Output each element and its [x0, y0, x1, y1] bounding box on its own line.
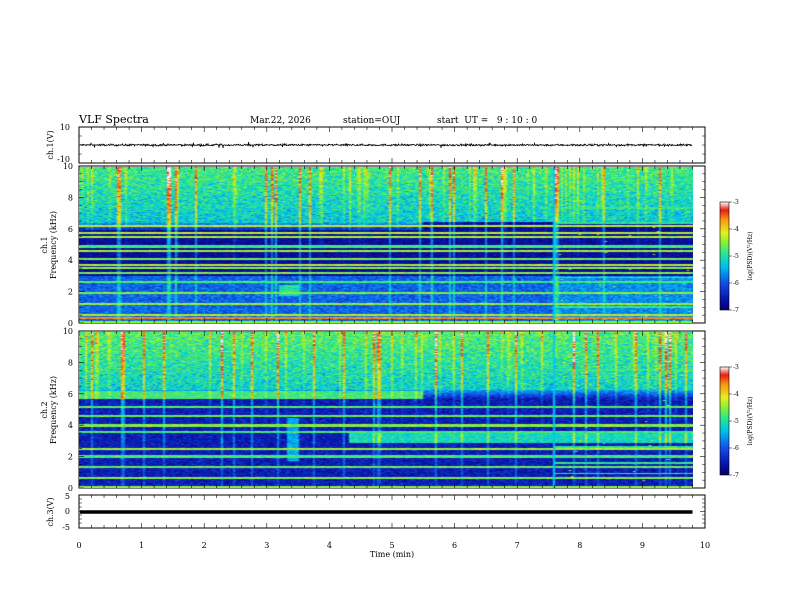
- waveform-ch1-panel: 10 -10 ch.1(V): [46, 123, 706, 164]
- spectrogram-ch1-ytick-label: 2: [68, 288, 73, 297]
- spectrogram-ch2-colorbar-label: log(PSD)(V²/Hz): [747, 397, 754, 446]
- spectrogram-ch1-ytick-label: 0: [68, 319, 73, 328]
- spectrogram-ch2-ytick-label: 4: [68, 421, 73, 430]
- waveform-ch1-ytick-bottom: -10: [57, 155, 70, 164]
- waveform-ch3-ylabel: ch.3(V): [46, 497, 55, 526]
- spectrogram-ch1-colorbar-ticks: -3 -4 -5 -6 -7: [729, 199, 739, 314]
- x-axis-tick-label: 4: [327, 541, 332, 550]
- waveform-ch3-ytick-bottom: -5: [62, 523, 70, 532]
- spectrogram-ch2-channel-label: ch.2: [40, 401, 49, 418]
- x-axis-tick-labels: 0 1 2 3 4 5 6 7 8 9 10: [76, 541, 710, 550]
- spectrogram-ch2-ytick-labels: 0 2 4 6 8 10: [63, 327, 73, 493]
- x-axis-tick-label: 3: [264, 541, 269, 550]
- spectrogram-ch1-colorbar-tick-label: -3: [733, 199, 739, 206]
- station-label: station=OUJ: [343, 116, 401, 126]
- spectrogram-ch1-ytick-label: 6: [68, 225, 73, 234]
- spectrogram-ch2-colorbar-tick-label: -6: [733, 445, 739, 452]
- waveform-ch3-panel: 5 0 -5 ch.3(V): [46, 492, 706, 532]
- spectrogram-ch1-colorbar-label: log(PSD)(V²/Hz): [747, 232, 754, 281]
- x-axis-tick-label: 5: [389, 541, 394, 550]
- spectrogram-ch2-colorbar-ticks: -3 -4 -5 -6 -7: [729, 364, 739, 479]
- x-axis-tick-label: 0: [76, 541, 81, 550]
- figure-title: VLF Spectra: [78, 113, 149, 126]
- spectrogram-ch1-colorbar: [720, 202, 729, 310]
- spectrogram-ch2-colorbar-tick-label: -7: [733, 472, 739, 479]
- spectrogram-ch1-colorbar-tick-label: -6: [733, 280, 739, 287]
- waveform-ch1-ticks: [78, 126, 706, 164]
- x-axis-tick-label: 6: [452, 541, 457, 550]
- spectrogram-ch2-colorbar: [720, 367, 729, 475]
- spectrogram-ch1-ytick-label: 4: [68, 256, 73, 265]
- spectrogram-ch2-ytick-label: 6: [68, 390, 73, 399]
- spectrogram-ch2-colorbar-tick-label: -5: [733, 418, 739, 425]
- spectrogram-ch2-ylabel: Frequency (kHz): [49, 376, 58, 444]
- waveform-ch3-ytick-top: 5: [65, 492, 70, 501]
- waveform-ch3-ytick-mid: 0: [65, 507, 70, 516]
- x-axis-tick-label: 10: [700, 541, 710, 550]
- x-axis-tick-label: 7: [515, 541, 520, 550]
- spectrogram-ch1-ytick-labels: 0 2 4 6 8 10: [63, 162, 73, 328]
- spectrogram-ch1-channel-label: ch.1: [40, 236, 49, 253]
- spectrogram-ch1-colorbar-tick-label: -5: [733, 253, 739, 260]
- x-axis-tick-label: 2: [202, 541, 207, 550]
- spectrogram-ch1-ytick-label: 8: [68, 193, 73, 202]
- spectrogram-ch1-colorbar-tick-label: -7: [733, 307, 739, 314]
- start-time-label: start UT = 9 : 10 : 0: [437, 116, 538, 126]
- waveform-ch1-ylabel: ch.1(V): [46, 130, 55, 159]
- date-label: Mar.22, 2026: [250, 116, 311, 126]
- x-axis-tick-label: 9: [640, 541, 645, 550]
- x-axis-label: Time (min): [370, 550, 414, 559]
- spectrogram-ch1-ticks: [78, 165, 706, 324]
- x-axis-tick-label: 8: [577, 541, 582, 550]
- spectrogram-ch2-ticks: [78, 330, 706, 489]
- spectrogram-ch2-image: [79, 332, 693, 488]
- spectrogram-ch1-ytick-label: 10: [63, 162, 73, 171]
- spectrogram-ch2-colorbar-tick-label: -4: [733, 391, 739, 398]
- waveform-ch3-ticks: [78, 494, 706, 529]
- spectrogram-ch2-ytick-label: 2: [68, 453, 73, 462]
- waveform-ch1-trace: [79, 141, 693, 149]
- spectrogram-ch2-colorbar-tick-label: -3: [733, 364, 739, 371]
- spectrogram-ch1-colorbar-tick-label: -4: [733, 226, 739, 233]
- spectrogram-ch2-ytick-label: 0: [68, 484, 73, 493]
- spectrogram-ch1-ylabel: Frequency (kHz): [49, 211, 58, 279]
- spectrogram-ch2-ytick-label: 8: [68, 358, 73, 367]
- spectrogram-ch1-image: [79, 167, 693, 323]
- x-axis-tick-label: 1: [139, 541, 144, 550]
- spectrogram-ch2-ytick-label: 10: [63, 327, 73, 336]
- waveform-ch1-ytick-top: 10: [60, 123, 70, 132]
